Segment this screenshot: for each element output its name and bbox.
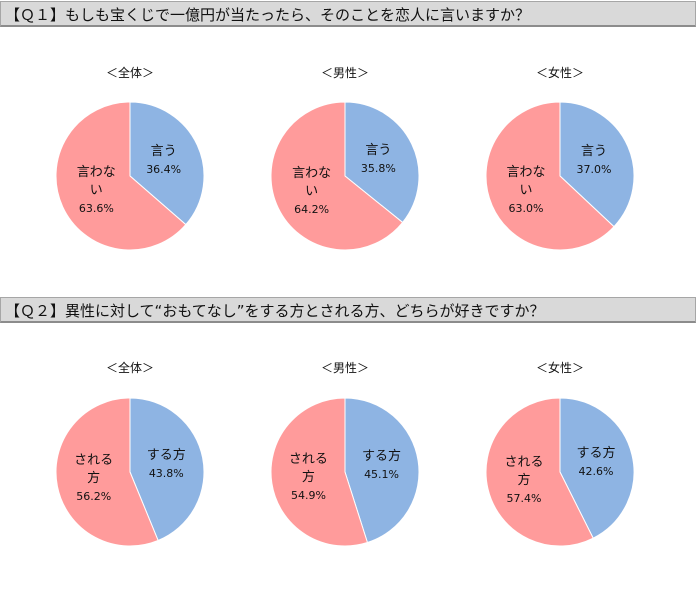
- slice-percent: 63.6%: [78, 202, 114, 216]
- slice-label: 言わない 63.0%: [503, 164, 549, 218]
- slice-label-text: 言う: [150, 143, 177, 159]
- pie-slice-pink: [55, 101, 187, 251]
- pie-title: ＜男性＞: [320, 66, 369, 80]
- slice-label: する方 43.8%: [143, 447, 189, 483]
- slice-label: される方 54.9%: [285, 451, 331, 505]
- pie-title: ＜女性＞: [535, 66, 584, 80]
- pie-slice-pink: [270, 101, 404, 251]
- slice-percent: 45.1%: [364, 468, 400, 482]
- pie-slice-pink: [485, 397, 594, 547]
- pie-slice-pink: [270, 397, 369, 547]
- pie-slice-blue: [344, 397, 420, 544]
- slice-label-text: 言わない: [76, 165, 116, 199]
- slice-label: 言う 36.4%: [141, 143, 187, 179]
- q1-header: 【Ｑ１】もしも宝くじで一億円が当たったら、そのことを恋人に言いますか？: [0, 1, 696, 27]
- slice-percent: 54.9%: [290, 488, 326, 502]
- slice-label-text: される方: [74, 453, 114, 487]
- pie-title: ＜全体＞: [105, 361, 154, 375]
- pie-title: ＜男性＞: [320, 361, 369, 375]
- pie-slice-blue: [559, 101, 635, 228]
- pie-slice-blue: [559, 397, 635, 539]
- slice-label-text: する方: [576, 446, 616, 462]
- slice-percent: 37.0%: [576, 163, 612, 177]
- pie-slice-blue: [129, 397, 205, 542]
- pie-title: ＜女性＞: [535, 361, 584, 375]
- q2-header: 【Ｑ２】異性に対して“おもてなし”をする方とされる方、どちらが好きですか？: [0, 297, 696, 323]
- slice-label-text: 言う: [365, 143, 392, 159]
- slice-label-text: される方: [504, 454, 544, 488]
- slice-label-text: 言わない: [292, 165, 332, 199]
- slice-label: する方 45.1%: [359, 448, 405, 484]
- pie-slice-blue: [129, 101, 205, 226]
- slice-label-text: する方: [362, 449, 402, 465]
- slice-label-text: する方: [146, 447, 186, 463]
- slice-percent: 36.4%: [146, 162, 182, 176]
- pie-title: ＜全体＞: [105, 66, 154, 80]
- pie-slice-blue: [344, 101, 420, 224]
- slice-label: 言う 35.8%: [355, 142, 401, 178]
- slice-label: する方 42.6%: [573, 445, 619, 481]
- slice-label: 言う 37.0%: [571, 143, 617, 179]
- slice-percent: 35.8%: [360, 162, 396, 176]
- slice-label-text: 言わない: [506, 164, 546, 198]
- slice-percent: 63.0%: [508, 201, 544, 215]
- slice-label: される方 56.2%: [71, 452, 117, 506]
- slice-label: される方 57.4%: [501, 454, 547, 508]
- slice-label: 言わない 63.6%: [73, 164, 119, 218]
- slice-label-text: 言う: [580, 144, 607, 160]
- slice-percent: 64.2%: [294, 202, 330, 216]
- pie-slice-pink: [485, 101, 615, 251]
- slice-percent: 42.6%: [578, 465, 614, 479]
- slice-percent: 43.8%: [148, 466, 184, 480]
- slice-label-text: される方: [288, 451, 328, 485]
- slice-label: 言わない 64.2%: [289, 165, 335, 219]
- pie-slice-pink: [55, 397, 159, 547]
- slice-percent: 57.4%: [506, 491, 542, 505]
- slice-percent: 56.2%: [76, 490, 112, 504]
